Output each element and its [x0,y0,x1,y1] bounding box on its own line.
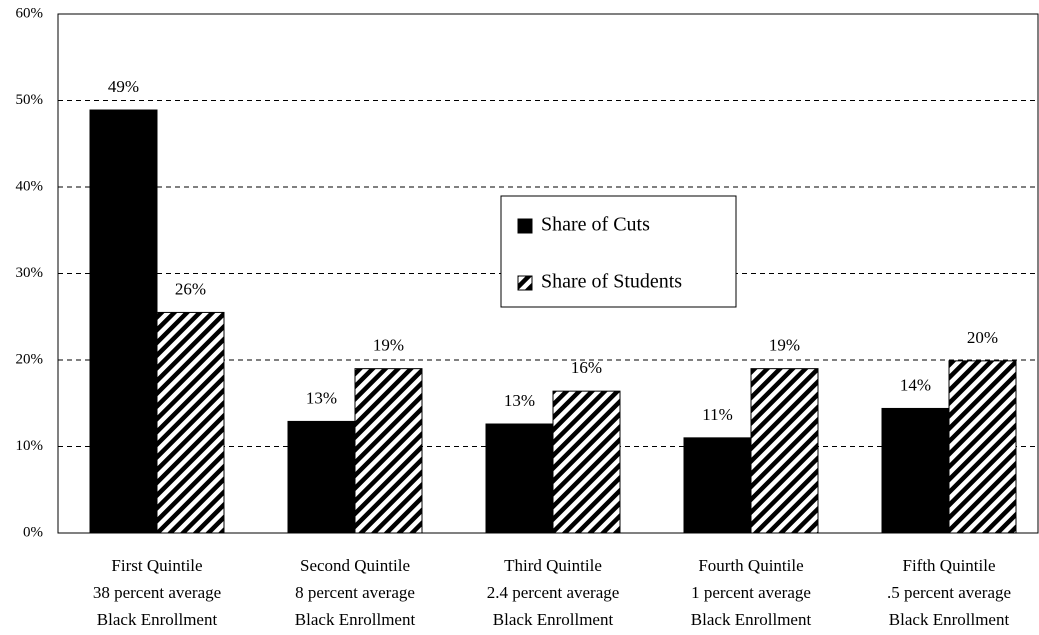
y-tick-label: 50% [16,92,44,108]
x-tick-label: Black Enrollment [691,610,812,629]
x-tick-label: Fourth Quintile [698,556,803,575]
bar [287,420,356,534]
y-tick-label: 10% [16,438,44,454]
y-tick-label: 30% [16,265,44,281]
x-tick-label: 8 percent average [295,583,415,602]
data-label: 14% [900,375,931,394]
data-label: 19% [769,336,800,355]
bar [354,368,423,534]
y-tick-label: 0% [23,524,43,540]
bar [881,407,950,534]
x-tick-label: .5 percent average [887,583,1011,602]
x-tick-label: First Quintile [111,556,202,575]
bar [948,360,1017,534]
x-tick-label: 1 percent average [691,583,811,602]
x-tick-label: Black Enrollment [493,610,614,629]
data-label: 20% [967,328,998,347]
y-tick-label: 40% [16,178,44,194]
x-tick-label: Fifth Quintile [902,556,995,575]
x-tick-label: Second Quintile [300,556,410,575]
legend-box [500,195,737,308]
x-tick-label: Black Enrollment [97,610,218,629]
y-tick-label: 20% [16,351,44,367]
bar [89,109,158,534]
bar [750,368,819,534]
data-label: 13% [504,391,535,410]
x-tick-label: Black Enrollment [295,610,416,629]
legend-swatch [517,275,533,291]
y-tick-label: 60% [16,5,44,21]
data-label: 26% [175,279,206,298]
legend-label: Share of Cuts [541,214,650,236]
x-tick-label: Black Enrollment [889,610,1010,629]
legend-label: Share of Students [541,271,682,293]
x-tick-label: Third Quintile [504,556,602,575]
data-label: 13% [306,388,337,407]
x-tick-label: 2.4 percent average [487,583,620,602]
data-label: 16% [571,358,602,377]
bar [552,390,621,534]
bar [485,423,554,534]
data-label: 19% [373,336,404,355]
bar [683,437,752,534]
x-tick-label: 38 percent average [93,583,221,602]
bar [156,311,225,534]
data-label: 11% [702,405,733,424]
data-label: 49% [108,77,139,96]
legend-swatch [517,218,533,234]
